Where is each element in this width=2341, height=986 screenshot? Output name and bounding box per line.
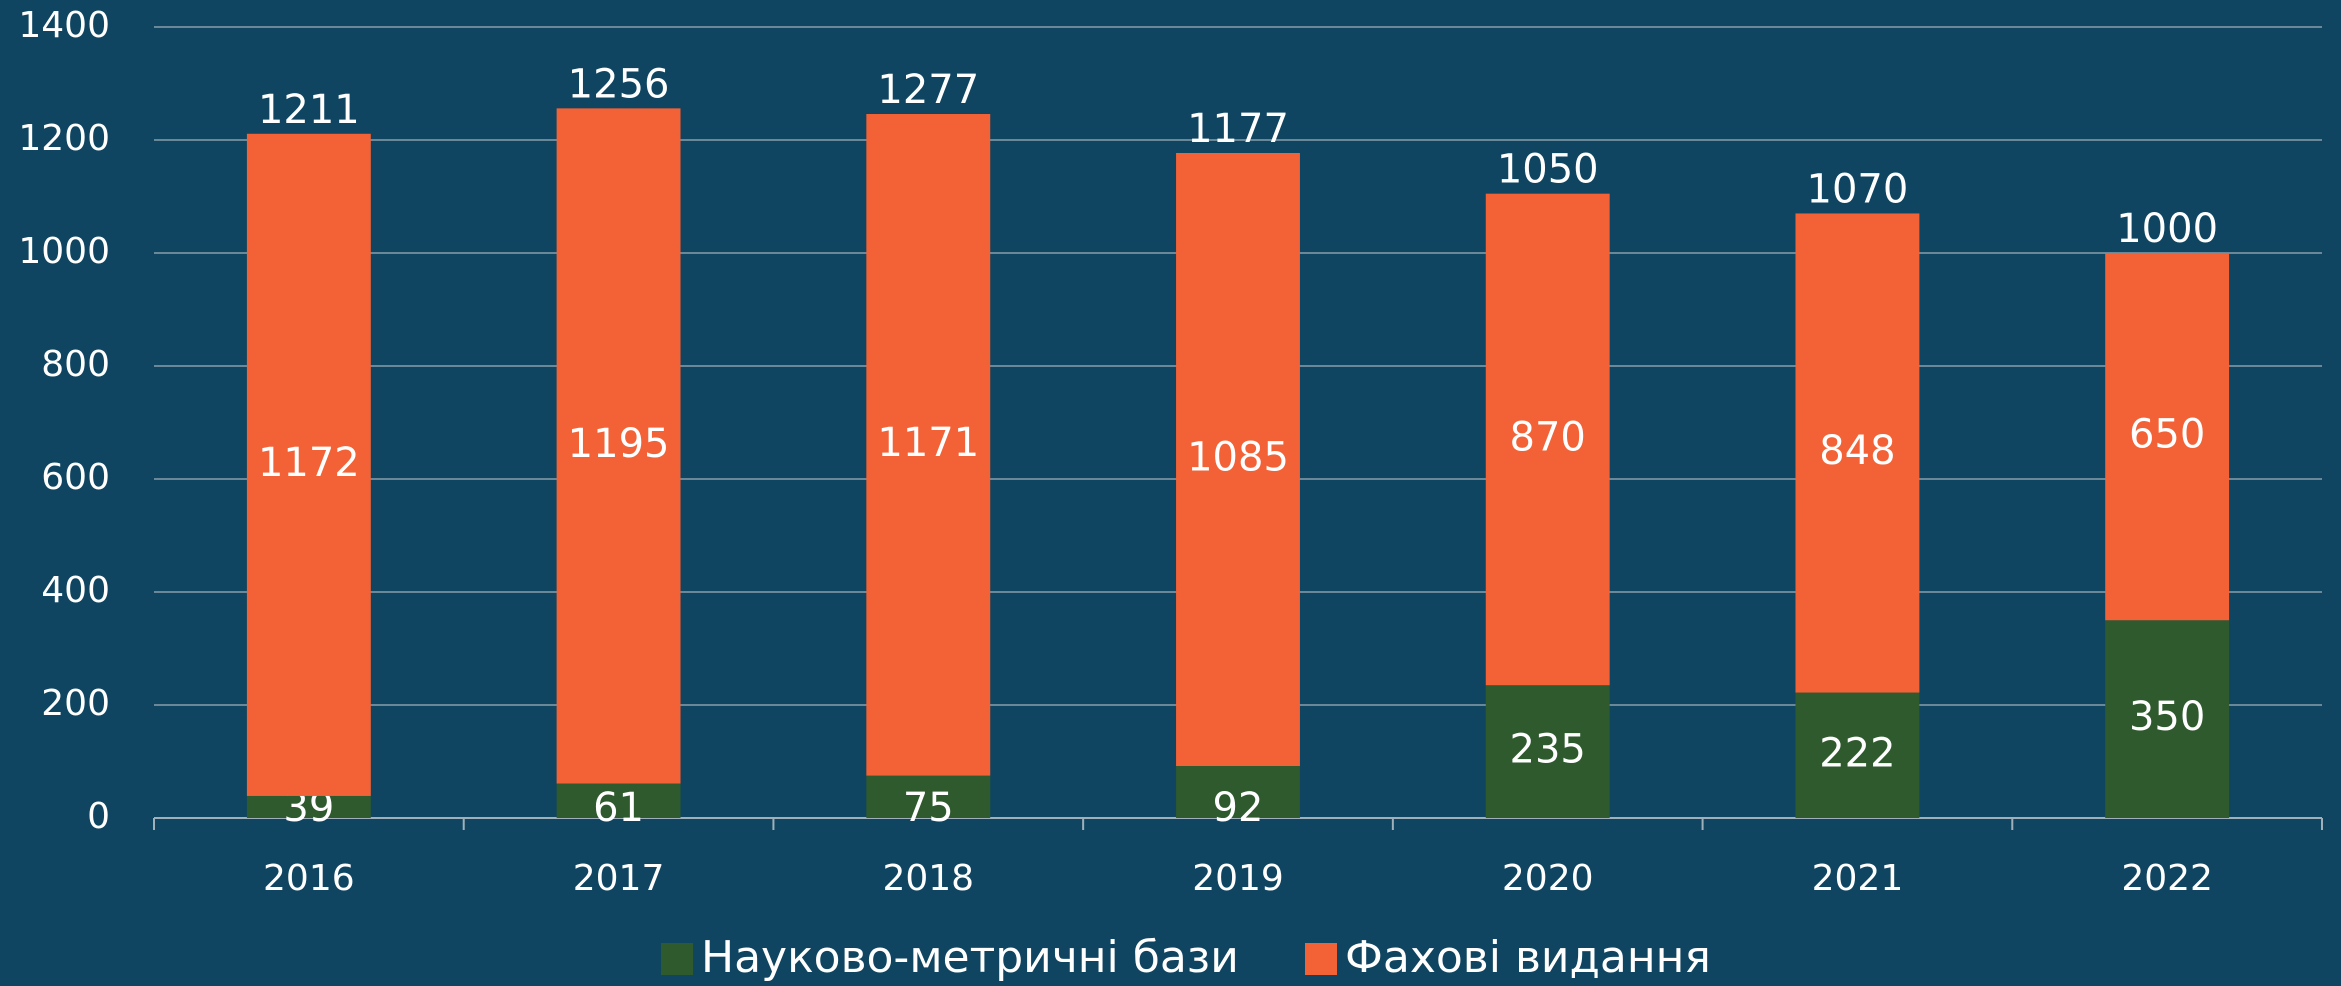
y-tick-label: 400 [41,570,110,611]
x-tick-label: 2019 [1192,858,1284,899]
data-label: 870 [1510,414,1586,460]
x-tick-label: 2016 [263,858,355,899]
x-tick-label: 2021 [1812,858,1904,899]
data-label: 1172 [258,440,360,486]
legend-label: Фахові видання [1345,932,1711,983]
chart: 0200400600800100012001400201639117212112… [0,0,2341,986]
total-label: 1177 [1187,106,1289,152]
data-label: 848 [1819,428,1895,474]
data-label: 235 [1510,727,1586,773]
y-tick-label: 200 [41,683,110,724]
legend-swatch [1305,943,1337,975]
total-label: 1050 [1497,147,1599,193]
data-label: 650 [2129,412,2205,458]
x-tick-label: 2018 [882,858,974,899]
data-label: 1085 [1187,435,1289,481]
data-label: 350 [2129,694,2205,740]
data-label: 75 [903,785,954,831]
y-tick-label: 1200 [18,118,110,159]
data-label: 92 [1213,785,1264,831]
total-label: 1277 [877,67,979,113]
x-tick-label: 2017 [573,858,665,899]
total-label: 1256 [568,61,670,107]
y-tick-label: 0 [87,796,110,837]
total-label: 1211 [258,87,360,133]
data-label: 222 [1819,730,1895,776]
total-label: 1070 [1807,166,1909,212]
total-label: 1000 [2116,206,2218,252]
y-tick-label: 1000 [18,231,110,272]
x-tick-label: 2022 [2121,858,2213,899]
y-tick-label: 800 [41,344,110,385]
data-label: 61 [593,785,644,831]
y-tick-label: 600 [41,457,110,498]
data-label: 1171 [877,420,979,466]
data-label: 1195 [568,421,670,467]
y-tick-label: 1400 [18,5,110,46]
legend-label: Науково-метричні бази [701,932,1239,983]
x-tick-label: 2020 [1502,858,1594,899]
legend-swatch [661,943,693,975]
